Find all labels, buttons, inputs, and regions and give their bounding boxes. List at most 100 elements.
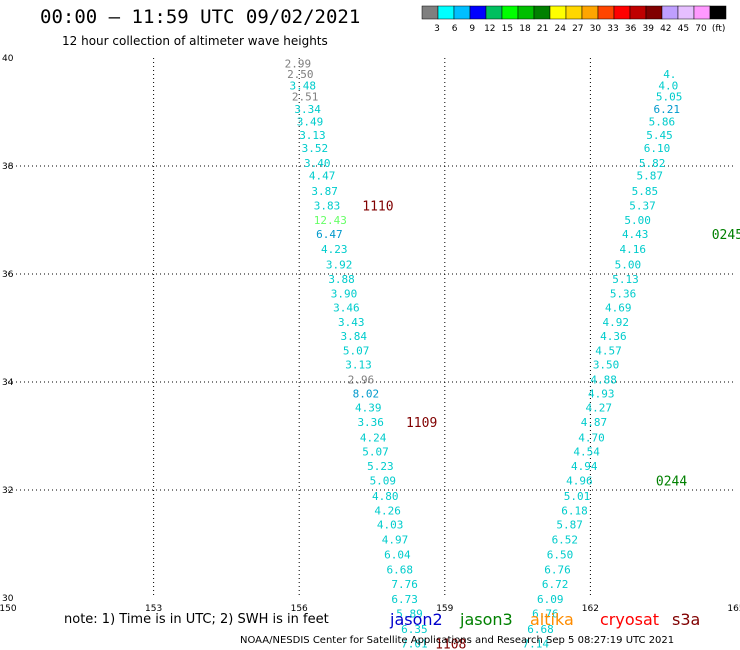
scale-label: 12 xyxy=(484,24,495,34)
time-annotations: 1110110911081107024502440243 xyxy=(362,199,740,650)
wave-height-point: 3.34 xyxy=(294,103,321,116)
wave-height-point: 6.76 xyxy=(532,608,559,621)
wave-height-point: 6.21 xyxy=(653,103,680,116)
scale-swatch xyxy=(565,5,583,20)
wave-height-point: 5.87 xyxy=(637,170,664,183)
wave-height-point: 4.27 xyxy=(586,401,613,414)
scale-label: 36 xyxy=(625,24,637,34)
wave-height-point: 6.68 xyxy=(387,563,414,576)
wave-height-point: 5.36 xyxy=(610,287,637,300)
wave-height-point: 5.07 xyxy=(343,345,370,358)
chart-subtitle: 12 hour collection of altimeter wave hei… xyxy=(62,34,328,48)
color-scale: 3 6 9 12 15 18 21 24 27 30 33 36 39 42 45 70 (ft) xyxy=(421,5,727,34)
wave-height-point: 4.03 xyxy=(377,519,404,532)
scale-swatch xyxy=(533,5,551,20)
scale-swatch xyxy=(597,5,615,20)
wave-height-point: 6.35 xyxy=(401,623,428,636)
time-annotation: 0245 xyxy=(712,228,740,243)
wave-height-point: 5.82 xyxy=(639,157,666,170)
wave-height-point: 6.68 xyxy=(527,623,554,636)
wave-height-point: 4. xyxy=(663,68,676,81)
wave-height-point: 5.13 xyxy=(612,273,639,286)
wave-height-point: 5.00 xyxy=(624,214,651,227)
wave-height-point: 4.23 xyxy=(321,243,348,256)
wave-height-point: 4.97 xyxy=(382,534,409,547)
time-annotation: 1110 xyxy=(362,199,393,214)
wave-height-point: 3.92 xyxy=(326,258,353,271)
scale-label: (ft) xyxy=(712,24,726,34)
wave-height-point: 3.83 xyxy=(314,199,341,212)
wave-height-point: 6.76 xyxy=(544,563,571,576)
scale-label: 27 xyxy=(572,24,583,34)
x-tick-label: 165 xyxy=(727,604,740,614)
wave-height-point: 3.87 xyxy=(311,185,338,198)
wave-height-point: 6.18 xyxy=(561,505,588,518)
y-tick-label: 40 xyxy=(2,54,14,64)
wave-height-point: 4.92 xyxy=(603,316,630,329)
scale-swatch xyxy=(485,5,503,20)
scale-label: 42 xyxy=(660,24,671,34)
x-tick-label: 150 xyxy=(0,604,17,614)
time-annotation: 1108 xyxy=(435,637,466,650)
wave-height-point: 4.26 xyxy=(374,505,401,518)
scale-swatch xyxy=(677,5,695,20)
scale-label: 9 xyxy=(469,24,475,34)
y-tick-label: 30 xyxy=(2,594,14,604)
scale-swatch xyxy=(421,5,439,20)
scale-swatch xyxy=(517,5,535,20)
scale-swatch xyxy=(709,5,727,20)
scale-swatch xyxy=(549,5,567,20)
chart-title: 00:00 – 11:59 UTC 09/02/2021 xyxy=(40,6,361,28)
wave-height-point: 4.47 xyxy=(309,170,336,183)
legend-jason2: jason2 xyxy=(390,610,443,629)
wave-height-point: 4.36 xyxy=(600,330,627,343)
x-tick-label: 159 xyxy=(436,604,453,614)
wave-height-point: 6.52 xyxy=(552,534,579,547)
scale-swatch xyxy=(693,5,711,20)
scale-swatch xyxy=(613,5,631,20)
wave-height-point: 3.88 xyxy=(328,273,355,286)
wave-height-point: 2.51 xyxy=(292,90,319,103)
wave-height-point: 4.94 xyxy=(571,460,598,473)
wave-height-point: 3.50 xyxy=(593,359,620,372)
scale-label: 6 xyxy=(452,24,458,34)
wave-height-point: 2.99 xyxy=(285,57,312,70)
wave-height-point: 4.87 xyxy=(581,416,608,429)
wave-height-point: 3.90 xyxy=(331,287,358,300)
wave-height-point: 5.07 xyxy=(362,446,389,459)
wave-height-point: 4.70 xyxy=(578,432,605,445)
scale-swatch xyxy=(453,5,471,20)
scale-swatch xyxy=(645,5,663,20)
scale-swatch xyxy=(437,5,455,20)
scale-swatch xyxy=(661,5,679,20)
wave-height-point: 3.49 xyxy=(297,116,324,129)
wave-height-points: 2.992.503.482.513.343.493.133.523.404.47… xyxy=(285,57,683,650)
wave-height-point: 3.13 xyxy=(345,359,372,372)
plot-grid xyxy=(8,58,736,598)
wave-height-point: 5.89 xyxy=(396,608,423,621)
wave-height-point: 5.87 xyxy=(556,519,583,532)
scale-label: 33 xyxy=(607,24,618,34)
x-tick-label: 162 xyxy=(582,604,599,614)
wave-height-point: 3.36 xyxy=(357,416,384,429)
wave-height-point: 4.24 xyxy=(360,432,387,445)
time-annotation: 0244 xyxy=(656,474,687,489)
wave-height-point: 5.45 xyxy=(646,129,673,142)
wave-height-point: 4.80 xyxy=(372,490,399,503)
wave-height-point: 5.00 xyxy=(615,258,642,271)
y-tick-label: 36 xyxy=(2,270,14,280)
axis-ticks: 150 153 156 159 162 165 30 32 34 36 38 40 xyxy=(0,54,740,614)
wave-height-point: 6.72 xyxy=(542,578,569,591)
scale-label: 70 xyxy=(695,24,707,34)
wave-height-point: 4.93 xyxy=(588,387,615,400)
wave-height-point: 6.09 xyxy=(537,593,564,606)
wave-height-point: 6.47 xyxy=(316,228,343,241)
wave-height-point: 5.09 xyxy=(370,474,397,487)
wave-height-point: 3.48 xyxy=(289,80,316,93)
y-tick-label: 38 xyxy=(2,162,14,172)
scale-label: 3 xyxy=(434,24,440,34)
wave-height-point: 2.96 xyxy=(348,373,375,386)
wave-height-point: 7.76 xyxy=(391,578,418,591)
wave-height-point: 8.02 xyxy=(353,387,380,400)
